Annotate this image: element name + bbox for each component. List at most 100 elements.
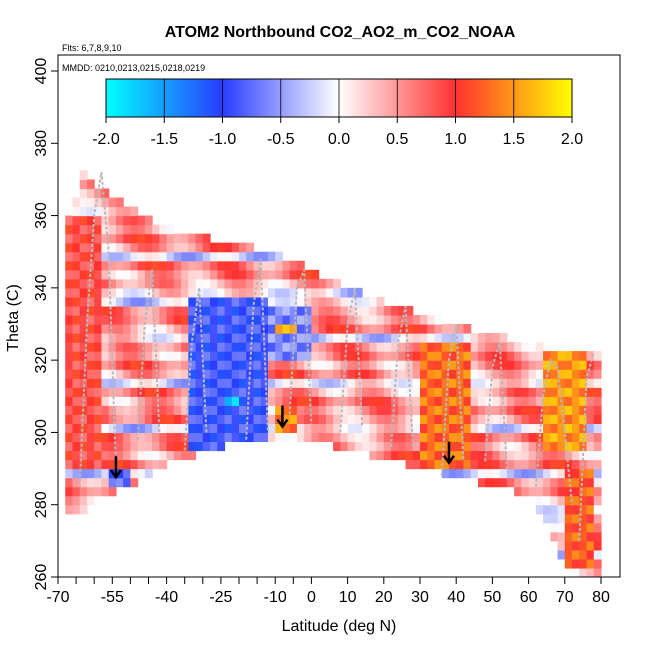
heatmap-cell <box>470 387 479 397</box>
heatmap-cell <box>72 305 81 316</box>
heatmap-cell <box>79 342 88 352</box>
heatmap-cell <box>202 296 211 307</box>
heatmap-cell <box>65 242 74 253</box>
heatmap-cell <box>202 342 211 352</box>
heatmap-cell <box>115 333 124 343</box>
heatmap-cell <box>550 522 559 533</box>
heatmap-cell <box>253 260 262 271</box>
heatmap-cell <box>477 387 486 397</box>
flight-profile-line <box>578 352 595 541</box>
heatmap-cell <box>383 414 392 424</box>
heatmap-cell <box>557 468 566 479</box>
heatmap-cell <box>398 342 407 352</box>
heatmap-cell <box>535 486 544 497</box>
heatmap-cell <box>557 360 566 370</box>
heatmap-cell <box>441 459 450 470</box>
heatmap-cell <box>405 459 414 470</box>
heatmap-cell <box>318 378 327 388</box>
heatmap-cell <box>275 414 284 424</box>
heatmap-cell <box>564 549 573 560</box>
heatmap-cell <box>231 405 240 415</box>
heatmap-cell <box>557 441 566 452</box>
heatmap-cell <box>123 351 131 361</box>
heatmap-cell <box>123 405 131 415</box>
heatmap-cell <box>79 224 88 235</box>
heatmap-cell <box>195 441 204 452</box>
heatmap-cell <box>427 369 436 379</box>
heatmap-cell <box>289 296 298 307</box>
heatmap-cell <box>217 387 226 397</box>
heatmap-cell <box>173 333 182 343</box>
heatmap-cell <box>340 287 349 298</box>
heatmap-cell <box>535 468 544 479</box>
heatmap-cell <box>72 486 81 497</box>
heatmap-cell <box>101 405 110 415</box>
heatmap-cell <box>130 324 139 334</box>
flights-subtitle: Flts: 6,7,8,9,10 <box>62 43 122 53</box>
heatmap-cell <box>123 296 131 307</box>
heatmap-cell <box>79 432 88 443</box>
heatmap-cell <box>152 305 160 316</box>
heatmap-cell <box>79 233 88 244</box>
heatmap-cell <box>340 296 349 307</box>
heatmap-cell <box>514 387 522 397</box>
heatmap-cell <box>492 405 501 415</box>
heatmap-cell <box>123 206 131 217</box>
heatmap-cell <box>101 360 110 370</box>
heatmap-cell <box>231 432 240 443</box>
heatmap-cell <box>492 441 501 452</box>
heatmap-cell <box>260 324 269 334</box>
heatmap-cell <box>210 314 218 325</box>
heatmap-cell <box>159 405 168 415</box>
heatmap-cell <box>181 233 189 244</box>
heatmap-cell <box>369 342 378 352</box>
heatmap-cell <box>412 314 421 325</box>
heatmap-cell <box>181 360 189 370</box>
heatmap-cell <box>231 305 240 316</box>
heatmap-cell <box>347 333 356 343</box>
heatmap-cell <box>391 333 399 343</box>
heatmap-cell <box>340 351 349 361</box>
heatmap-cell <box>188 432 197 443</box>
heatmap-cell <box>333 351 341 361</box>
heatmap-cell <box>65 423 74 434</box>
heatmap-cell <box>405 333 414 343</box>
heatmap-cell <box>506 360 515 370</box>
heatmap-cell <box>405 414 414 424</box>
heatmap-cell <box>441 450 450 461</box>
heatmap-cell <box>318 369 327 379</box>
heatmap-cell <box>354 333 363 343</box>
heatmap-cell <box>564 351 573 361</box>
heatmap-cell <box>325 432 334 443</box>
heatmap-cell <box>65 369 74 379</box>
heatmap-cell <box>79 170 88 181</box>
heatmap-cell <box>173 251 182 262</box>
heatmap-cell <box>572 351 580 361</box>
heatmap-cell <box>94 188 103 199</box>
heatmap-cell <box>173 260 182 271</box>
heatmap-cell <box>246 287 255 298</box>
heatmap-cell <box>376 305 385 316</box>
heatmap-cell <box>159 233 168 244</box>
heatmap-cell <box>246 387 255 397</box>
heatmap-cell <box>311 396 320 406</box>
heatmap-cell <box>108 296 117 307</box>
heatmap-cell <box>79 251 88 262</box>
heatmap-cell <box>144 441 153 452</box>
heatmap-cell <box>101 396 110 406</box>
heatmap-cell <box>325 342 334 352</box>
heatmap-cell <box>260 423 269 434</box>
heatmap-cell <box>463 441 472 452</box>
heatmap-cell <box>347 378 356 388</box>
heatmap-cell <box>217 314 226 325</box>
heatmap-cell <box>166 441 175 452</box>
heatmap-cell <box>579 441 588 452</box>
heatmap-cell <box>289 405 298 415</box>
heatmap-cell <box>579 405 588 415</box>
heatmap-cell <box>130 360 139 370</box>
heatmap-cell <box>354 387 363 397</box>
heatmap-cell <box>130 215 139 226</box>
heatmap-cell <box>181 414 189 424</box>
y-tick-label: 340 <box>33 274 50 301</box>
